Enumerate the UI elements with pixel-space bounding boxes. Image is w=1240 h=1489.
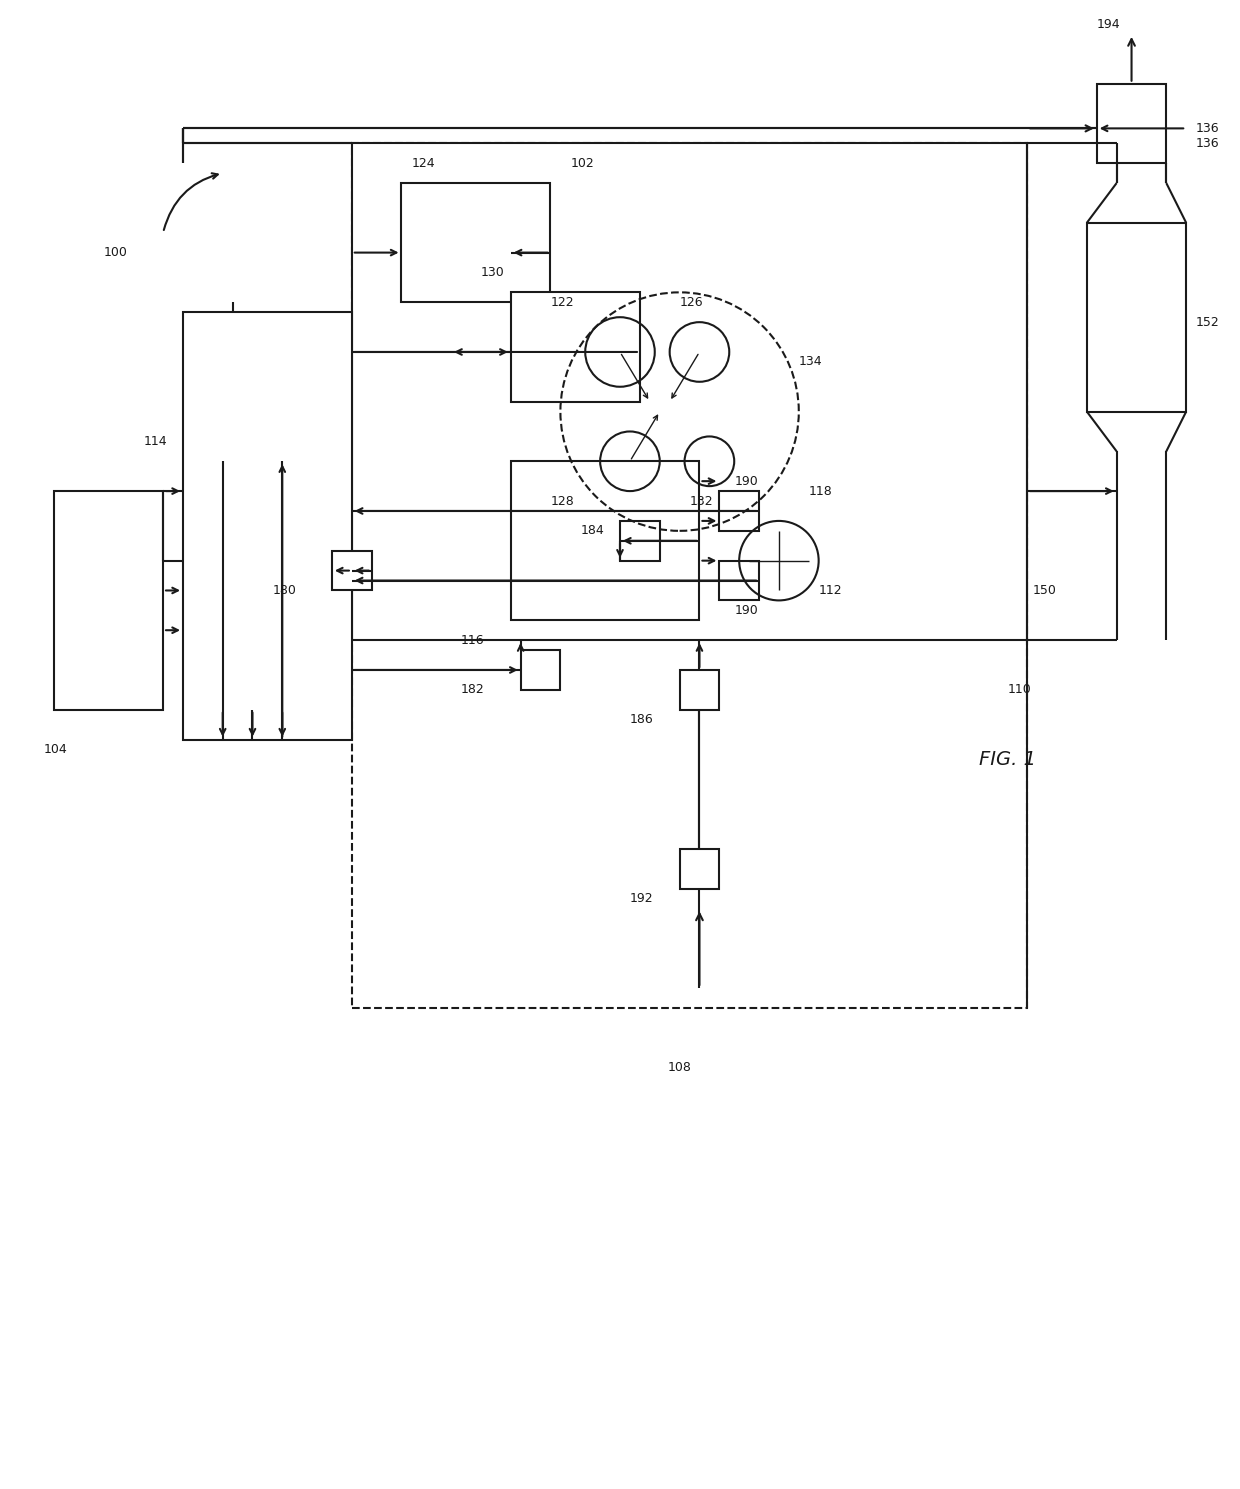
Text: 190: 190 <box>734 475 758 488</box>
Text: 124: 124 <box>412 156 435 170</box>
Text: 102: 102 <box>570 156 594 170</box>
Text: 116: 116 <box>461 634 485 646</box>
Text: 186: 186 <box>630 713 653 727</box>
Text: 108: 108 <box>667 1062 692 1074</box>
Bar <box>511 292 640 402</box>
Text: 194: 194 <box>1096 18 1121 31</box>
Bar <box>521 651 560 689</box>
Text: 104: 104 <box>43 743 68 756</box>
Bar <box>332 551 372 591</box>
Text: 182: 182 <box>461 683 485 697</box>
Text: 112: 112 <box>818 584 842 597</box>
Text: 136: 136 <box>1197 122 1220 135</box>
Bar <box>352 143 1027 1008</box>
Text: 184: 184 <box>580 524 604 538</box>
Bar <box>620 521 660 561</box>
Bar <box>680 670 719 710</box>
Text: 110: 110 <box>1007 683 1032 697</box>
Text: 122: 122 <box>551 296 574 308</box>
Text: 136: 136 <box>1197 137 1220 150</box>
Bar <box>1096 83 1167 164</box>
Bar <box>511 462 699 621</box>
Text: 118: 118 <box>808 484 832 497</box>
Text: 134: 134 <box>799 356 822 368</box>
Text: 190: 190 <box>734 605 758 616</box>
Bar <box>719 491 759 532</box>
Bar <box>1086 223 1187 411</box>
Text: 132: 132 <box>689 494 713 508</box>
Text: 180: 180 <box>273 584 296 597</box>
Text: 192: 192 <box>630 892 653 905</box>
Bar <box>53 491 164 710</box>
Text: 126: 126 <box>680 296 703 308</box>
Text: 130: 130 <box>481 267 505 278</box>
Text: 128: 128 <box>551 494 574 508</box>
Text: 100: 100 <box>103 246 128 259</box>
Bar <box>719 561 759 600</box>
Text: 150: 150 <box>1032 584 1056 597</box>
Text: 152: 152 <box>1197 316 1220 329</box>
Text: FIG. 1: FIG. 1 <box>978 750 1035 768</box>
Text: 114: 114 <box>144 435 167 448</box>
Bar <box>184 313 352 740</box>
Bar <box>352 143 1027 640</box>
Bar <box>402 183 551 302</box>
Bar <box>680 849 719 889</box>
